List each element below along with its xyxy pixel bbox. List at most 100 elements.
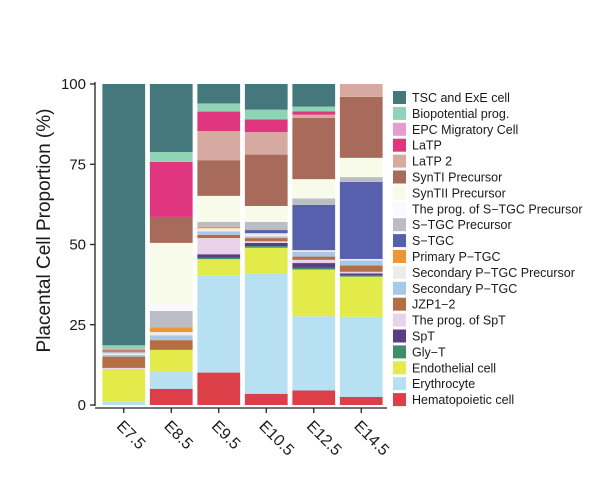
legend-label: Hematopoietic cell: [412, 393, 514, 407]
legend: TSC and ExE cell Biopotential prog. EPC Mi…: [393, 91, 583, 407]
bar-segment-E9.5-16: [197, 111, 241, 132]
bar-segment-E12.5-1: [292, 316, 336, 391]
legend-swatch: [393, 361, 406, 375]
bar-segment-E7.5-6: [102, 356, 146, 368]
legend-swatch: [393, 250, 406, 263]
bar-segment-E10.5-3: [244, 246, 288, 248]
bar-segment-E10.5-10: [244, 230, 288, 234]
bar-segment-E8.5-19: [149, 84, 193, 153]
bar-segment-E14.5-13: [339, 157, 383, 178]
legend-label: S−TGC Precursor: [412, 218, 512, 232]
bar-segment-E14.5-0: [339, 396, 383, 405]
legend-swatch: [393, 106, 406, 120]
bar-segment-E9.5-7: [197, 231, 241, 235]
bar-segment-E8.5-2: [149, 349, 193, 371]
bar-segment-E12.5-16: [292, 111, 336, 115]
bar-segment-E10.5-1: [244, 273, 288, 394]
bar-segment-E14.5-2: [339, 276, 383, 317]
bar-segment-E14.5-1: [339, 316, 383, 397]
bar-segment-E14.5-4: [339, 273, 383, 275]
bar-segment-E10.5-6: [244, 238, 288, 242]
bar-segment-E9.5-6: [197, 234, 241, 239]
bar-segment-E9.5-9: [197, 226, 241, 229]
legend-label: Endothelial cell: [412, 361, 496, 375]
legend-label: SynTII Precursor: [412, 186, 506, 200]
bar-segment-E10.5-19: [244, 84, 288, 110]
bar-segment-E8.5-0: [149, 388, 193, 405]
bar-segment-E12.5-4: [292, 263, 336, 268]
bar-segment-E12.5-2: [292, 269, 336, 317]
bar-segment-E7.5-14: [102, 350, 146, 352]
bar-segment-E14.5-5: [339, 271, 383, 274]
bar-segment-E9.5-1: [197, 275, 241, 373]
legend-swatch: [393, 154, 406, 168]
bar-segment-E8.5-18: [149, 152, 193, 162]
x-tick-label: E12.5: [303, 418, 345, 460]
bar-segment-E14.5-10: [339, 181, 383, 259]
bar-segment-E7.5-1: [102, 401, 146, 405]
legend-label: Secondary P−TGC: [412, 282, 517, 296]
bar-segment-E14.5-11: [339, 177, 383, 182]
legend-label: JZP1−2: [412, 298, 455, 312]
bar-segment-E8.5-14: [149, 216, 193, 243]
bar-segment-E10.5-16: [244, 119, 288, 133]
y-tick-label: 50: [69, 237, 86, 254]
bar-segment-E14.5-14: [339, 96, 383, 158]
legend-swatch: [393, 313, 406, 327]
bar-segment-E8.5-6: [149, 340, 193, 350]
bar-segment-E12.5-11: [292, 198, 336, 205]
bar-segment-E14.5-7: [339, 260, 383, 266]
bar-segment-E10.5-11: [244, 222, 288, 231]
bar-segment-E7.5-8: [102, 353, 146, 355]
bar-segment-E8.5-12: [149, 304, 193, 311]
bar-segment-E12.5-18: [292, 106, 336, 112]
bar-segment-E9.5-4: [197, 254, 241, 258]
y-tick-label: 75: [69, 156, 86, 173]
bar-segment-E9.5-3: [197, 257, 241, 260]
bar-segment-E12.5-19: [292, 84, 336, 107]
bar-segment-E12.5-13: [292, 179, 336, 199]
y-tick-label: 0: [78, 397, 86, 414]
legend-swatch: [393, 393, 406, 407]
legend-label: EPC Migratory Cell: [412, 123, 518, 137]
legend-swatch: [393, 297, 406, 311]
x-tick-label: E7.5: [113, 418, 148, 453]
bar-segment-E10.5-13: [244, 205, 288, 223]
bar-segment-E8.5-11: [149, 310, 193, 328]
bar-segment-E8.5-7: [149, 335, 193, 341]
y-axis-title: Placental Cell Proportion (%): [34, 109, 55, 353]
bar-segment-E9.5-18: [197, 103, 241, 112]
bar-segment-E8.5-16: [149, 161, 193, 217]
x-tick-label: E8.5: [160, 418, 195, 453]
bar-segment-E12.5-10: [292, 204, 336, 251]
legend-label: Erythrocyte: [412, 377, 475, 391]
legend-label: Primary P−TGC: [412, 250, 501, 264]
legend-swatch: [393, 91, 406, 104]
bars-layer: [102, 84, 383, 405]
bar-segment-E9.5-14: [197, 160, 241, 196]
legend-label: LaTP 2: [412, 155, 452, 169]
bar-segment-E14.5-8: [339, 258, 383, 261]
legend-swatch: [393, 281, 406, 295]
bar-segment-E14.5-15: [339, 84, 383, 97]
bar-segment-E9.5-2: [197, 259, 241, 276]
bar-segment-E7.5-11: [102, 351, 146, 354]
legend-label: Gly−T: [412, 345, 446, 359]
bar-segment-E12.5-0: [292, 390, 336, 405]
legend-label: The prog. of S−TGC Precursor: [412, 202, 583, 216]
bar-segment-E9.5-8: [197, 228, 241, 232]
bar-segment-E7.5-2: [102, 369, 146, 402]
bar-segment-E10.5-14: [244, 154, 288, 206]
bar-segment-E8.5-13: [149, 242, 193, 305]
bar-segment-E9.5-5: [197, 238, 241, 255]
bar-segment-E8.5-1: [149, 370, 193, 389]
legend-swatch: [393, 265, 406, 279]
bar-segment-E10.5-0: [244, 393, 288, 405]
bar-segment-E8.5-8: [149, 332, 193, 336]
bar-segment-E9.5-11: [197, 221, 241, 227]
bar-segment-E9.5-15: [197, 131, 241, 161]
legend-swatch: [393, 122, 406, 136]
bar-segment-E10.5-5: [244, 241, 288, 243]
bar-segment-E12.5-8: [292, 250, 336, 252]
y-tick-label: 25: [69, 317, 86, 334]
